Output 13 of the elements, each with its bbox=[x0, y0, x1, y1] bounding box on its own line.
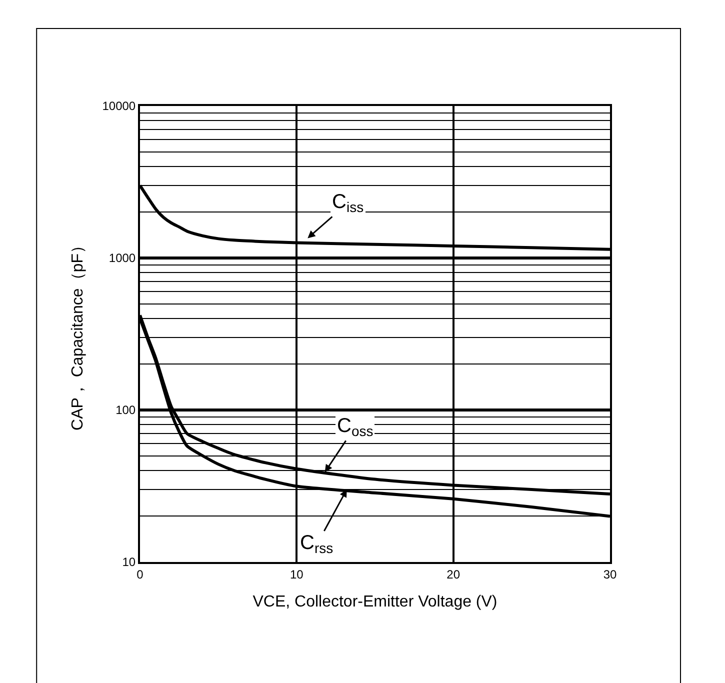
annotation: C$_{rss}$ bbox=[300, 532, 334, 556]
y-tick-label: 100 bbox=[116, 403, 136, 418]
x-tick-label: 30 bbox=[603, 567, 617, 582]
x-tick-label: 10 bbox=[290, 567, 304, 582]
x-axis-title: VCE, Collector-Emitter Voltage (V) bbox=[252, 594, 498, 611]
annotation: C$_{oss}$ bbox=[337, 415, 374, 440]
x-tick-label: 20 bbox=[446, 567, 460, 582]
annotation: C$_{iss}$ bbox=[332, 191, 364, 216]
y-tick-label: 10 bbox=[122, 555, 136, 570]
y-tick-label: 1000 bbox=[108, 251, 136, 266]
x-tick-label: 0 bbox=[136, 567, 144, 582]
y-axis-title: CAP， Capacitance（pF） bbox=[70, 238, 87, 430]
y-tick-label: 10000 bbox=[102, 99, 136, 114]
